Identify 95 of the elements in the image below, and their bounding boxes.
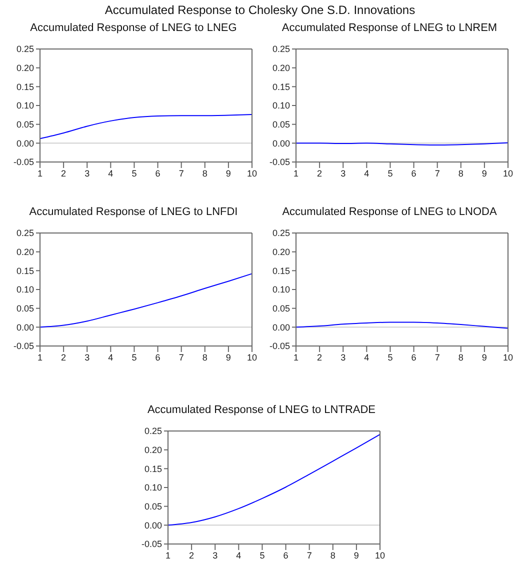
x-tick-label: 7 [178,352,184,362]
x-tick-label: 2 [61,168,66,178]
x-tick-label: 7 [306,550,312,560]
y-tick-label: 0.15 [16,82,34,92]
line-series [40,114,252,140]
x-tick-label: 5 [388,168,393,178]
x-tick-label: 9 [482,168,487,178]
x-tick-label: 6 [411,352,416,362]
chart-title: Accumulated Response of LNEG to LNEG [29,22,238,36]
y-tick-label: 0.20 [16,247,34,258]
y-tick-label: 0.00 [272,138,290,148]
x-tick-label: 8 [330,550,336,560]
x-tick-label: 3 [84,352,90,362]
x-tick-label: 8 [202,352,208,362]
x-tick-label: 9 [226,352,231,362]
x-tick-label: 8 [458,352,464,362]
x-tick-label: 10 [246,352,258,362]
y-tick-label: 0.05 [272,304,290,314]
x-tick-label: 1 [165,550,171,560]
x-tick-label: 9 [226,168,231,178]
line-series [40,273,252,328]
x-tick-label: 2 [317,352,322,362]
x-tick-label: 5 [388,352,393,362]
y-tick-label: 0.15 [272,266,290,276]
x-tick-label: 3 [212,550,218,560]
y-tick-label: 0.25 [144,426,162,436]
x-tick-label: 6 [155,352,160,362]
x-tick-label: 10 [502,168,514,178]
y-tick-label: -0.05 [269,157,290,168]
chart-title: Accumulated Response of LNEG to LNREM [280,22,498,36]
y-tick-label: 0.10 [16,100,34,111]
y-tick-label: -0.05 [269,341,290,352]
x-tick-label: 5 [132,168,137,178]
x-tick-label: 4 [108,352,114,362]
y-tick-label: 0.00 [16,138,34,148]
x-tick-label: 7 [178,168,184,178]
x-tick-label: 8 [458,168,464,178]
y-tick-label: 0.00 [144,520,162,530]
x-tick-label: 10 [502,352,514,362]
y-tick-label: 0.20 [272,247,290,258]
y-tick-label: 0.20 [16,63,34,74]
chart-title: Accumulated Response of LNEG to LNTRADE [146,404,377,418]
y-tick-label: 0.05 [16,304,34,314]
x-tick-label: 4 [236,550,242,560]
y-tick-label: 0.25 [16,228,34,238]
line-series [296,322,508,329]
y-tick-label: 0.20 [144,445,162,456]
y-tick-label: 0.05 [272,120,290,130]
x-tick-label: 3 [84,168,90,178]
y-tick-label: 0.00 [272,322,290,332]
y-tick-label: -0.05 [13,341,34,352]
x-tick-label: 3 [340,168,346,178]
x-tick-label: 4 [364,352,370,362]
y-tick-label: 0.20 [272,63,290,74]
x-tick-label: 3 [340,352,346,362]
y-tick-label: 0.10 [272,284,290,295]
x-tick-label: 1 [293,352,299,362]
y-tick-label: 0.05 [16,120,34,130]
x-tick-label: 5 [132,352,137,362]
y-tick-label: 0.10 [272,100,290,111]
x-tick-label: 4 [108,168,114,178]
x-tick-label: 9 [354,550,359,560]
y-tick-label: 0.15 [272,82,290,92]
x-tick-label: 7 [434,168,440,178]
line-series [168,434,380,526]
x-tick-label: 8 [202,168,208,178]
x-tick-label: 1 [37,352,43,362]
y-tick-label: -0.05 [141,539,162,550]
y-tick-label: 0.10 [16,284,34,295]
chart-title: Accumulated Response of LNEG to LNODA [281,206,498,220]
x-tick-label: 9 [482,352,487,362]
x-tick-label: 6 [411,168,416,178]
y-tick-label: -0.05 [13,157,34,168]
text: Accumulated Response to Cholesky One S.D. Innovations [104,3,416,17]
y-tick-label: 0.15 [144,464,162,474]
y-tick-label: 0.25 [16,44,34,54]
x-tick-label: 5 [260,550,265,560]
x-tick-label: 6 [283,550,288,560]
x-tick-label: 6 [155,168,160,178]
x-tick-label: 10 [246,168,258,178]
x-tick-label: 10 [374,550,386,560]
x-tick-label: 2 [317,168,322,178]
x-tick-label: 1 [293,168,299,178]
x-tick-label: 4 [364,168,370,178]
chart-title: Accumulated Response of LNEG to LNFDI [28,206,239,220]
y-tick-label: 0.00 [16,322,34,332]
y-tick-label: 0.25 [272,228,290,238]
y-tick-label: 0.05 [144,502,162,512]
x-tick-label: 2 [189,550,194,560]
y-tick-label: 0.25 [272,44,290,54]
x-tick-label: 2 [61,352,66,362]
y-tick-label: 0.10 [144,482,162,493]
x-tick-label: 1 [37,168,43,178]
y-tick-label: 0.15 [16,266,34,276]
x-tick-label: 7 [434,352,440,362]
